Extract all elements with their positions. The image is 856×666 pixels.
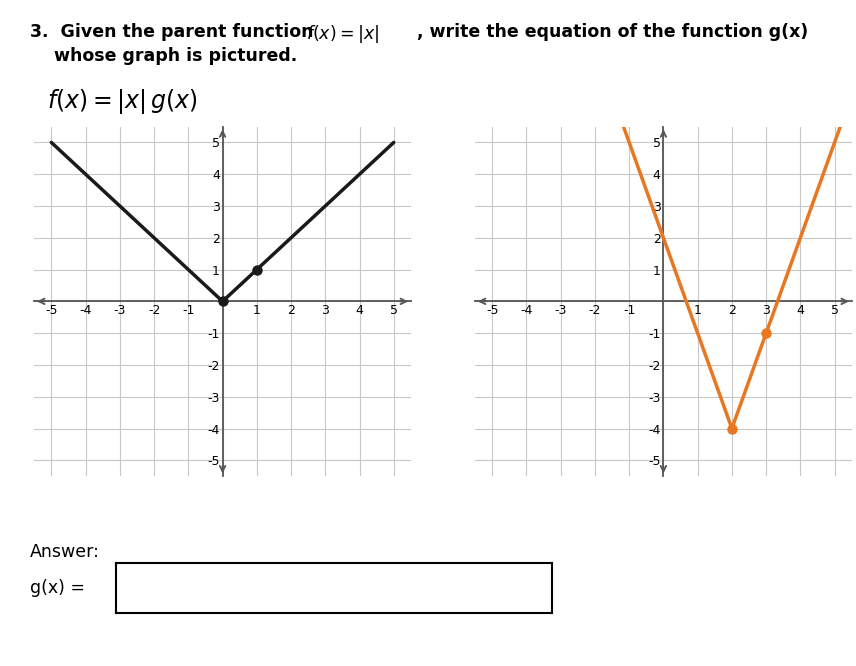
Text: Answer:: Answer:	[30, 543, 100, 561]
Text: $f(x) = |x|\,g(x)$: $f(x) = |x|\,g(x)$	[47, 87, 198, 116]
Text: 3.  Given the parent function: 3. Given the parent function	[30, 23, 319, 41]
Text: $f(x) = |x|$: $f(x) = |x|$	[306, 23, 379, 45]
Text: whose graph is pictured.: whose graph is pictured.	[30, 47, 297, 65]
Text: g(x) =: g(x) =	[30, 579, 85, 597]
Text: , write the equation of the function g(x): , write the equation of the function g(x…	[417, 23, 808, 41]
